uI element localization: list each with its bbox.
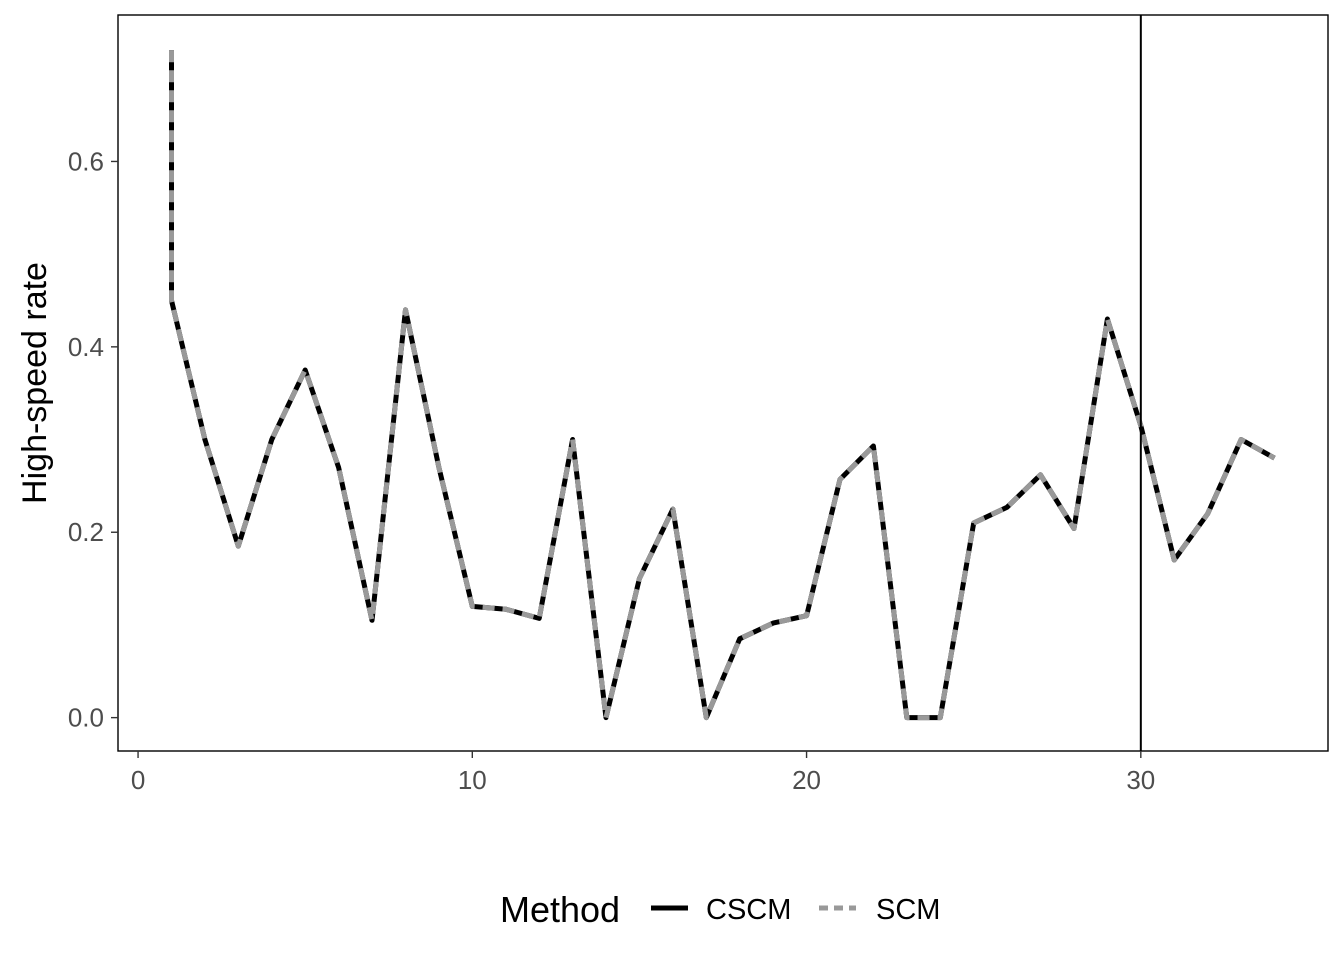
x-tick-label: 20 — [792, 765, 821, 795]
y-tick-label: 0.6 — [68, 146, 104, 176]
x-axis: 0 10 20 30 — [131, 751, 1155, 795]
series-line-scm — [169, 50, 1276, 721]
plot-panel-border — [117, 14, 1329, 752]
x-tick-label: 10 — [458, 765, 487, 795]
legend-label-cscm: CSCM — [706, 894, 791, 926]
y-axis-title: High-speed rate — [16, 262, 54, 504]
legend-title: Method — [500, 889, 620, 930]
y-tick-label: 0.2 — [68, 517, 104, 547]
x-tick-label: 30 — [1126, 765, 1155, 795]
legend-label-scm: SCM — [876, 894, 940, 926]
legend: Method CSCM SCM — [500, 889, 940, 930]
x-tick-label: 0 — [131, 765, 145, 795]
y-tick-label: 0.0 — [68, 703, 104, 733]
y-tick-label: 0.4 — [68, 332, 104, 362]
y-axis: 0.0 0.2 0.4 0.6 — [68, 146, 118, 733]
series-layer — [169, 50, 1276, 721]
